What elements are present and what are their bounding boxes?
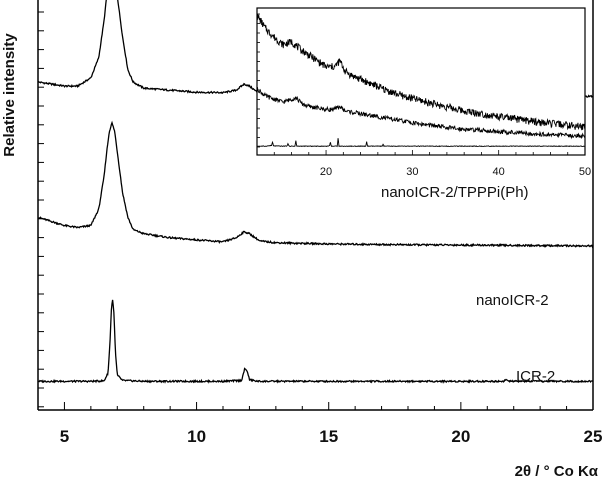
x-tick-label: 15	[319, 427, 338, 446]
series-line-2	[37, 299, 594, 384]
series-line-1	[37, 120, 594, 249]
x-tick-label: 20	[451, 427, 470, 446]
series-label-nanoicr2: nanoICR-2	[476, 292, 549, 309]
y-axis-title: Relative intensity	[1, 33, 18, 157]
inset-series-line-0	[256, 13, 586, 131]
series-label-icr2: ICR-2	[516, 368, 555, 385]
x-tick-label: 5	[60, 427, 69, 446]
inset-x-tick-label: 40	[493, 166, 505, 178]
inset-x-tick-label: 20	[320, 166, 332, 178]
inset-frame	[256, 7, 586, 156]
x-tick-label: 25	[584, 427, 603, 446]
main-plot-area: 5 10 15 20 25	[37, 0, 603, 446]
inset-plot-area: 20 30 40 50	[256, 7, 591, 178]
inset-series-line-2	[256, 138, 586, 148]
x-tick-label: 10	[187, 427, 206, 446]
inset-x-tick-label: 50	[579, 166, 591, 178]
x-axis-title: 2θ / ° Co Kα	[515, 463, 599, 480]
series-label-nanoicr2-tpppi: nanoICR-2/TPPPi(Ph)	[381, 184, 529, 201]
inset-x-tick-label: 30	[406, 166, 418, 178]
inset-series-line-1	[256, 87, 586, 140]
